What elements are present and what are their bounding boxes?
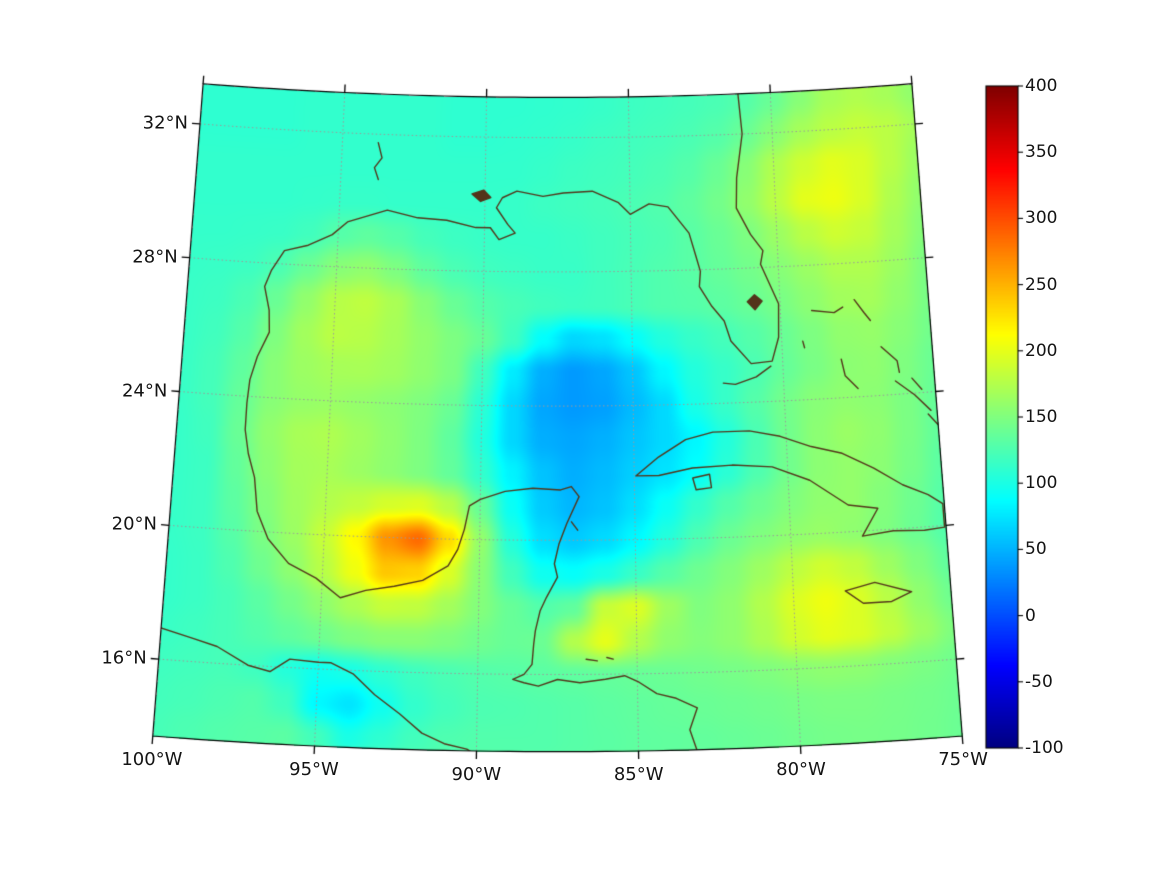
gulf-of-mexico-heatmap-canvas [0,0,1167,875]
map-figure: 100°W 95°W 90°W 85°W 80°W 75°W 16°N 20°N 24°N 28°… [0,0,1167,875]
